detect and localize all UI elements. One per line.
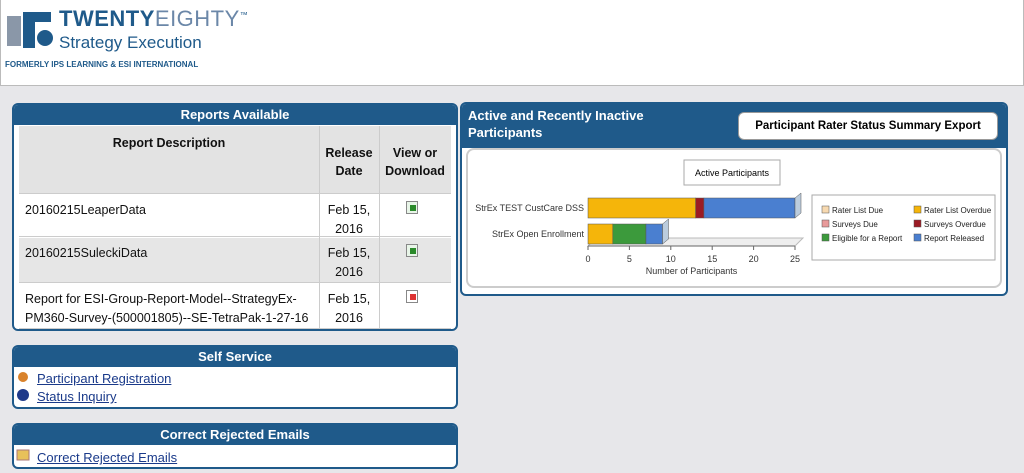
link-icon	[16, 449, 30, 461]
download-icon[interactable]	[406, 201, 418, 214]
bar-segment	[612, 223, 647, 245]
title-box	[683, 159, 781, 186]
export-button[interactable]: Participant Rater Status Summary Export	[738, 112, 998, 140]
reports-panel: Reports Available Report Description Rele…	[12, 103, 458, 331]
legend-label: Surveys Overdue	[924, 220, 986, 229]
logo-text: TWENTYEIGHTY™	[59, 6, 248, 32]
release-date: Feb 15, 2016	[327, 292, 371, 325]
legend-swatch	[821, 205, 830, 214]
logo-bold: TWENTY	[59, 6, 155, 31]
column-divider	[379, 126, 380, 328]
x-tick-label: 10	[666, 254, 676, 264]
bar-segment	[587, 197, 696, 219]
legend-label: Report Released	[924, 234, 984, 243]
x-tick-label: 15	[707, 254, 717, 264]
bar-segment	[703, 197, 796, 219]
release-date: Feb 15, 2016	[327, 246, 371, 279]
legend-label: Rater List Overdue	[924, 206, 992, 215]
category-label: StrEx TEST CustCare DSS	[475, 203, 584, 213]
link-icons	[17, 372, 29, 401]
x-tick-label: 5	[627, 254, 632, 264]
chart: Active Participants 0 5 10 15 20 25 Number of P…	[475, 159, 996, 276]
legend-swatch	[821, 219, 830, 228]
link[interactable]: Correct Rejected Emails	[37, 450, 178, 465]
logo-icon	[7, 12, 53, 48]
header: TWENTYEIGHTY™ Strategy Execution FORMERL…	[0, 0, 1024, 86]
legend-swatch	[821, 233, 830, 242]
panel-header: Reports Available	[14, 105, 456, 125]
panel-title: Active and Recently Inactive Participant…	[468, 108, 644, 140]
release-date: Feb 15, 2016	[327, 203, 371, 236]
chart-title: Active Participants	[695, 168, 770, 178]
panel-title: Correct Rejected Emails	[160, 427, 310, 442]
panel-title: Reports Available	[180, 107, 290, 122]
report-description: Report for ESI-Group-Report-Model--Strat…	[25, 292, 309, 325]
panel-title: Self Service	[198, 349, 272, 364]
logo-light: EIGHTY	[154, 6, 240, 31]
rejected-panel: Correct Rejected Emails Correct Rejected…	[12, 423, 458, 469]
download-icon[interactable]	[406, 290, 418, 303]
column-divider	[319, 126, 320, 328]
x-tick-label: 25	[790, 254, 800, 264]
x-axis-label: Number of Participants	[646, 266, 738, 276]
category-label: StrEx Open Enrollment	[492, 229, 585, 239]
legend-label: Eligible for a Report	[832, 234, 903, 243]
panel-header: Correct Rejected Emails	[14, 425, 456, 445]
download-icon[interactable]	[406, 244, 418, 257]
trademark: ™	[239, 10, 249, 20]
self-service-panel: Self Service Participant Registration St…	[12, 345, 458, 409]
x-tick-label: 20	[749, 254, 759, 264]
legend-swatch	[913, 219, 922, 228]
legend-swatch	[913, 233, 922, 242]
column-header: View or Download	[385, 146, 445, 178]
link[interactable]: Status Inquiry	[37, 389, 117, 404]
link[interactable]: Participant Registration	[37, 371, 172, 386]
column-header: Release Date	[325, 146, 373, 178]
bar-segment	[587, 223, 614, 245]
legend-label: Rater List Due	[832, 206, 884, 215]
reports-table: Report Description Release Date View or Do…	[19, 126, 451, 329]
report-description: 20160215SuleckiData	[25, 246, 148, 260]
legend-box	[811, 194, 996, 261]
bar-segment	[645, 223, 663, 245]
bar-segment	[695, 197, 705, 219]
formerly: FORMERLY IPS LEARNING & ESI INTERNATIONA…	[5, 60, 199, 69]
tagline: Strategy Execution	[59, 33, 202, 52]
panel-header: Self Service	[14, 347, 456, 367]
x-tick-label: 0	[585, 254, 590, 264]
legend-label: Surveys Due	[832, 220, 878, 229]
report-description: 20160215LeaperData	[25, 203, 146, 217]
bar-side	[794, 192, 802, 219]
column-header: Report Description	[112, 136, 226, 150]
bar-side	[662, 218, 669, 245]
legend-swatch	[913, 205, 922, 214]
